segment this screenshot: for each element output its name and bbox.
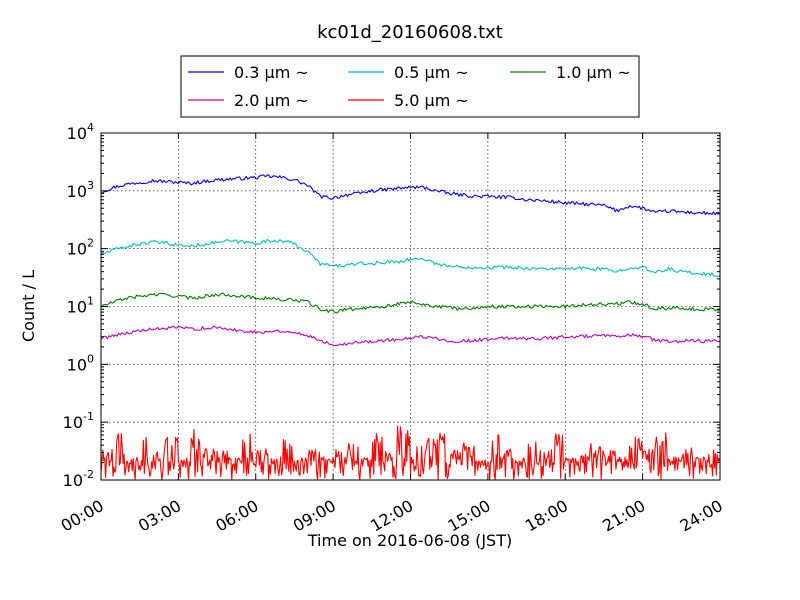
x-tick-label: 15:00 — [444, 496, 493, 536]
x-tick-label: 12:00 — [367, 496, 416, 536]
legend-box — [180, 55, 640, 118]
legend: 0.3 μm ~ 0.5 μm ~ 1.0 μm ~ 2.0 μm ~ 5.0 μm ~ — [180, 55, 640, 118]
y-tick-label: 103 — [67, 179, 94, 201]
x-tick-label: 00:00 — [58, 496, 107, 536]
y-tick-label: 10-1 — [63, 410, 94, 432]
y-tick-label: 104 — [67, 121, 94, 143]
y-tick-label: 100 — [67, 352, 94, 374]
tick-marks — [100, 132, 721, 481]
legend-label: 1.0 μm ~ — [556, 63, 631, 82]
legend-label: 0.5 μm ~ — [394, 63, 469, 82]
grid — [101, 133, 720, 480]
y-tick-label: 10-2 — [63, 468, 94, 490]
y-tick-label: 101 — [67, 295, 94, 317]
series-line — [100, 325, 721, 347]
x-axis-label: Time on 2016-06-08 (JST) — [307, 531, 512, 550]
x-tick-label: 06:00 — [212, 496, 261, 536]
y-tick-label: 102 — [67, 237, 94, 259]
legend-label: 5.0 μm ~ — [394, 91, 469, 110]
legend-label: 2.0 μm ~ — [234, 91, 309, 110]
x-tick-label: 09:00 — [290, 496, 339, 536]
series-line — [100, 174, 721, 216]
legend-entries: 0.3 μm ~ 0.5 μm ~ 1.0 μm ~ 2.0 μm ~ 5.0 μm ~ — [188, 63, 631, 110]
y-axis-label: Count / L — [19, 270, 38, 342]
series-line — [100, 425, 721, 481]
series-layer — [100, 174, 721, 481]
series-line — [100, 292, 721, 314]
legend-label: 0.3 μm ~ — [234, 63, 309, 82]
x-tick-label: 03:00 — [135, 496, 184, 536]
x-tick-label: 18:00 — [522, 496, 571, 536]
x-tick-label: 21:00 — [599, 496, 648, 536]
x-tick-labels: 00:00 03:00 06:00 09:00 12:00 15:00 18:00 21:00… — [58, 496, 726, 536]
y-tick-labels: 10-2 10-1 100 101 102 103 104 — [63, 121, 94, 490]
chart-title: kc01d_20160608.txt — [317, 22, 503, 43]
series-line — [100, 239, 721, 278]
x-tick-label: 24:00 — [677, 496, 726, 536]
